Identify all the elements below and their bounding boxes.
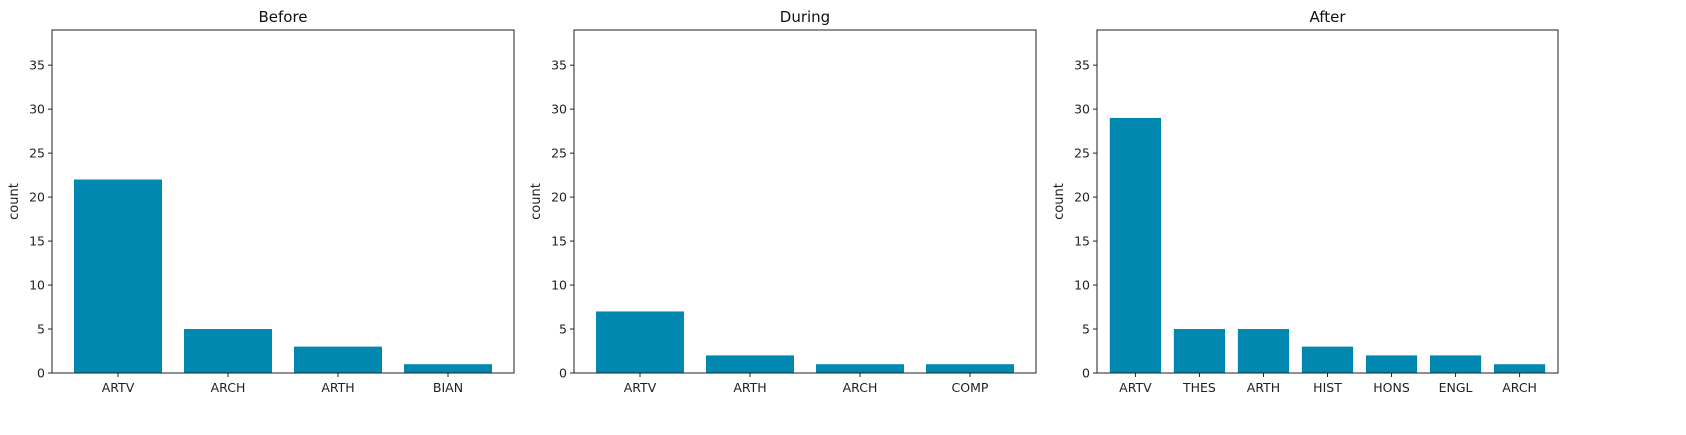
y-tick-label: 15 bbox=[29, 234, 45, 249]
y-axis-label: count bbox=[1052, 183, 1067, 220]
x-tick-label: ARTH bbox=[1247, 380, 1280, 395]
x-tick-label: THES bbox=[1182, 380, 1216, 395]
chart-panel-2: 0 5 10 15 20 25 30 35 ARTV ARTH ARCH COMP count Durin… bbox=[529, 8, 1037, 395]
axes-frame bbox=[573, 29, 1037, 374]
y-tick-label: 10 bbox=[1074, 278, 1090, 293]
y-tick-label: 0 bbox=[37, 366, 45, 381]
y-axis-label: count bbox=[529, 183, 544, 220]
x-tick-label: ENGL bbox=[1439, 380, 1473, 395]
bar-arch bbox=[1493, 364, 1546, 373]
bar-hons bbox=[1365, 355, 1418, 373]
y-tick-label: 10 bbox=[551, 278, 567, 293]
y-tick-label: 25 bbox=[29, 146, 45, 161]
chart-panel-1: 0 5 10 15 20 25 30 35 ARTV ARCH ARTH BIAN count Befor… bbox=[7, 8, 515, 395]
y-tick-label: 35 bbox=[1074, 58, 1090, 73]
x-tick-label: ARCH bbox=[211, 380, 246, 395]
bar-hist bbox=[1301, 346, 1354, 373]
x-tick-label: ARTV bbox=[102, 380, 135, 395]
x-tick-label: COMP bbox=[952, 380, 989, 395]
y-tick-label: 15 bbox=[551, 234, 567, 249]
y-tick-label: 20 bbox=[1074, 190, 1090, 205]
bar-artv bbox=[74, 179, 162, 373]
chart-title: After bbox=[1309, 8, 1346, 26]
y-tick-label: 30 bbox=[551, 102, 567, 117]
y-tick-label: 5 bbox=[559, 322, 567, 337]
y-tick-label: 0 bbox=[1082, 366, 1090, 381]
y-tick-label: 30 bbox=[29, 102, 45, 117]
bar-artv bbox=[1109, 117, 1162, 373]
y-tick-label: 15 bbox=[1074, 234, 1090, 249]
x-tick-label: HIST bbox=[1313, 380, 1342, 395]
y-tick-label: 20 bbox=[551, 190, 567, 205]
y-tick-label: 5 bbox=[37, 322, 45, 337]
bar-arch bbox=[816, 364, 904, 373]
chart-panel-3: 0 5 10 15 20 25 30 35 ARTV THES ARTH HIST HONS ENGL AR… bbox=[1052, 8, 1559, 395]
x-tick-label: HONS bbox=[1373, 380, 1410, 395]
axes-frame bbox=[51, 29, 515, 374]
chart-title: Before bbox=[258, 8, 307, 26]
x-tick-label: ARTH bbox=[733, 380, 766, 395]
bar-arth bbox=[706, 355, 794, 373]
x-tick-label: ARTV bbox=[624, 380, 657, 395]
y-tick-label: 10 bbox=[29, 278, 45, 293]
y-axis-label: count bbox=[7, 183, 22, 220]
bar-bian bbox=[404, 364, 492, 373]
bar-comp bbox=[926, 364, 1014, 373]
x-tick-label: ARCH bbox=[843, 380, 878, 395]
bar-arch bbox=[184, 329, 272, 373]
bar-arth bbox=[1237, 329, 1290, 373]
bar-engl bbox=[1429, 355, 1482, 373]
x-tick-label: ARTH bbox=[321, 380, 354, 395]
y-tick-label: 25 bbox=[1074, 146, 1090, 161]
bar-artv bbox=[596, 311, 684, 373]
y-tick-label: 25 bbox=[551, 146, 567, 161]
bar-thes bbox=[1173, 329, 1226, 373]
y-tick-label: 20 bbox=[29, 190, 45, 205]
y-tick-label: 0 bbox=[559, 366, 567, 381]
y-tick-label: 35 bbox=[551, 58, 567, 73]
x-tick-label: BIAN bbox=[433, 380, 463, 395]
bar-arth bbox=[294, 346, 382, 373]
x-tick-label: ARTV bbox=[1119, 380, 1152, 395]
y-tick-label: 30 bbox=[1074, 102, 1090, 117]
y-tick-label: 35 bbox=[29, 58, 45, 73]
chart-title: During bbox=[780, 8, 830, 26]
x-tick-label: ARCH bbox=[1502, 380, 1537, 395]
y-tick-label: 5 bbox=[1082, 322, 1090, 337]
